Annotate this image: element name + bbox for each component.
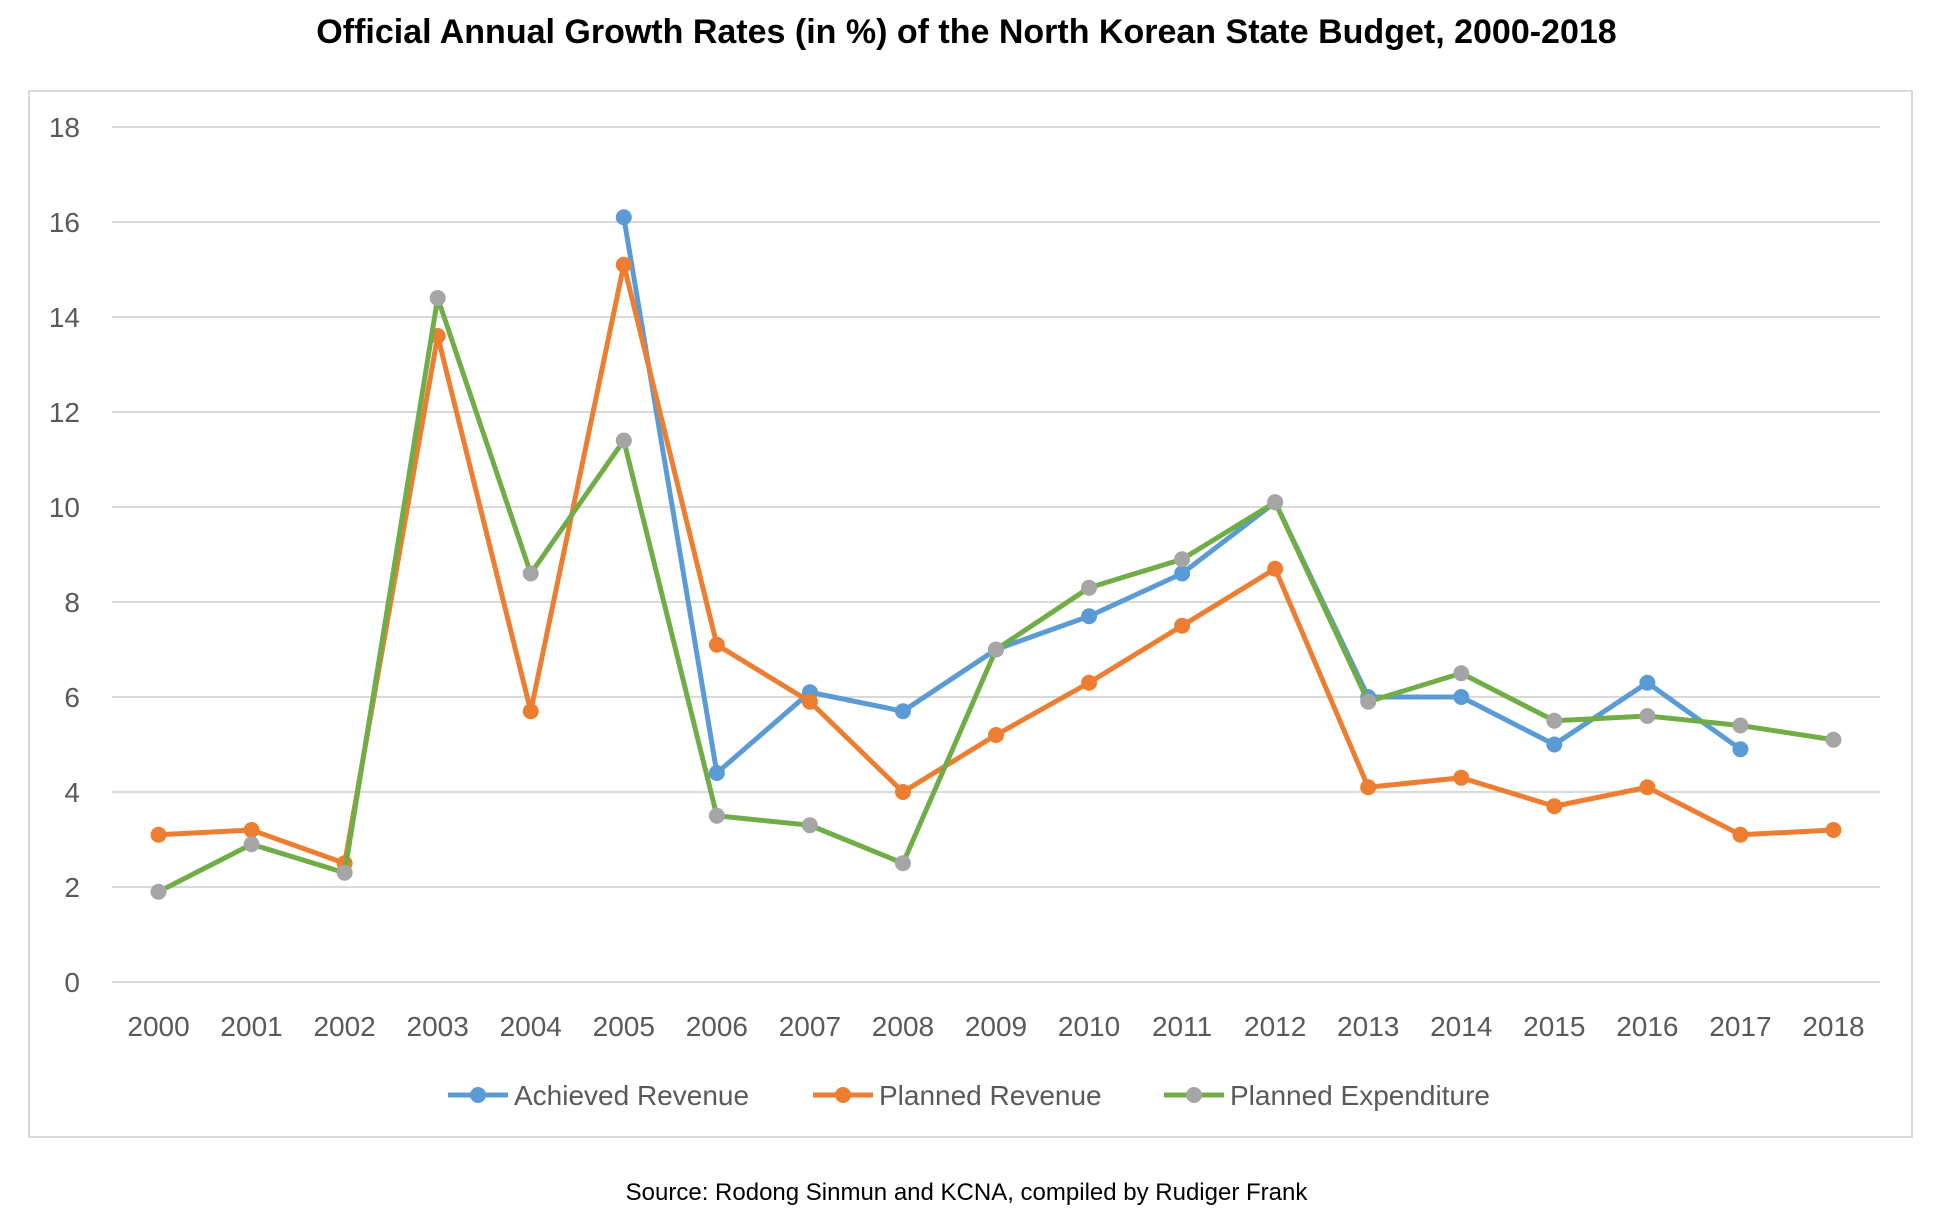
x-tick-label: 2017 bbox=[1709, 1011, 1771, 1042]
x-tick-label: 2002 bbox=[313, 1011, 375, 1042]
x-axis-ticks: 2000 2001 2002 2003 2004 2005 2006 2007 2008 2009… bbox=[127, 1011, 1864, 1042]
data-point bbox=[988, 727, 1004, 743]
data-point bbox=[894, 855, 911, 872]
data-point bbox=[894, 703, 911, 720]
data-point bbox=[1546, 736, 1563, 753]
data-point bbox=[1732, 717, 1749, 734]
legend: Achieved Revenue Planned Revenue Planned E… bbox=[448, 1080, 1490, 1111]
data-point bbox=[1081, 674, 1098, 691]
data-point bbox=[801, 693, 818, 710]
y-tick-label: 6 bbox=[64, 682, 80, 713]
x-tick-label: 2008 bbox=[872, 1011, 934, 1042]
gridlines bbox=[112, 126, 1880, 983]
data-point bbox=[1732, 741, 1749, 758]
data-point bbox=[1546, 798, 1563, 815]
x-tick-label: 2006 bbox=[686, 1011, 748, 1042]
data-point bbox=[1360, 693, 1377, 710]
data-point bbox=[615, 256, 632, 273]
data-point bbox=[1453, 689, 1470, 705]
data-point bbox=[1174, 565, 1191, 582]
x-tick-label: 2014 bbox=[1430, 1011, 1492, 1042]
data-point bbox=[1825, 731, 1842, 748]
legend-swatch-marker bbox=[1186, 1087, 1202, 1103]
legend-swatch-marker bbox=[835, 1087, 851, 1103]
x-tick-label: 2011 bbox=[1152, 1011, 1212, 1042]
chart-frame bbox=[28, 90, 1913, 1138]
x-tick-label: 2015 bbox=[1523, 1011, 1585, 1042]
data-point bbox=[150, 883, 167, 900]
y-tick-label: 18 bbox=[49, 112, 80, 143]
series-2 bbox=[150, 290, 1842, 900]
data-point bbox=[708, 765, 725, 781]
data-point bbox=[894, 784, 911, 800]
y-tick-label: 8 bbox=[64, 587, 80, 618]
chart-title: Official Annual Growth Rates (in %) of t… bbox=[316, 13, 1617, 51]
source-note: Source: Rodong Sinmun and KCNA, compiled… bbox=[625, 1179, 1308, 1206]
data-point bbox=[243, 836, 260, 853]
data-point bbox=[1453, 665, 1470, 682]
data-point bbox=[801, 817, 818, 834]
data-point bbox=[1081, 608, 1098, 625]
x-tick-label: 2007 bbox=[779, 1011, 841, 1042]
data-point bbox=[336, 864, 353, 881]
data-point bbox=[1732, 826, 1749, 843]
x-tick-label: 2018 bbox=[1802, 1011, 1864, 1042]
x-tick-label: 2005 bbox=[593, 1011, 655, 1042]
x-tick-label: 2003 bbox=[407, 1011, 469, 1042]
x-tick-label: 2010 bbox=[1058, 1011, 1120, 1042]
data-point bbox=[615, 209, 632, 226]
data-point bbox=[708, 636, 725, 653]
x-tick-label: 2016 bbox=[1616, 1011, 1678, 1042]
data-point bbox=[1639, 779, 1656, 796]
data-point bbox=[988, 641, 1004, 658]
y-tick-label: 4 bbox=[64, 777, 80, 808]
y-tick-label: 14 bbox=[49, 302, 80, 333]
y-tick-label: 0 bbox=[64, 967, 80, 998]
data-point bbox=[615, 432, 632, 449]
data-point bbox=[1453, 769, 1470, 786]
legend-item: Planned Expenditure bbox=[1164, 1080, 1490, 1111]
data-point bbox=[708, 807, 725, 824]
data-point bbox=[1081, 579, 1098, 596]
legend-swatch-marker bbox=[470, 1087, 486, 1103]
legend-label: Achieved Revenue bbox=[514, 1080, 749, 1111]
legend-item: Achieved Revenue bbox=[448, 1080, 749, 1111]
data-point bbox=[1639, 674, 1656, 691]
data-point bbox=[522, 565, 539, 582]
x-tick-label: 2013 bbox=[1337, 1011, 1399, 1042]
data-point bbox=[1825, 822, 1842, 838]
series-lines bbox=[150, 209, 1842, 900]
data-point bbox=[1267, 560, 1284, 577]
y-axis-ticks: 0 2 4 6 8 10 12 14 16 18 bbox=[49, 112, 80, 998]
series-line bbox=[156, 262, 1836, 866]
x-tick-label: 2004 bbox=[500, 1011, 562, 1042]
data-point bbox=[243, 822, 260, 838]
series-1 bbox=[150, 256, 1842, 872]
y-tick-label: 10 bbox=[49, 492, 80, 523]
y-tick-label: 12 bbox=[49, 397, 80, 428]
data-point bbox=[1174, 551, 1191, 568]
data-point bbox=[522, 703, 539, 720]
x-tick-label: 2001 bbox=[220, 1011, 282, 1042]
series-0 bbox=[615, 209, 1749, 781]
x-tick-label: 2009 bbox=[965, 1011, 1027, 1042]
data-point bbox=[1360, 779, 1377, 796]
legend-label: Planned Expenditure bbox=[1230, 1080, 1490, 1111]
y-tick-label: 16 bbox=[49, 207, 80, 238]
x-tick-label: 2000 bbox=[127, 1011, 189, 1042]
data-point bbox=[1174, 617, 1191, 634]
legend-label: Planned Revenue bbox=[879, 1080, 1102, 1111]
x-tick-label: 2012 bbox=[1244, 1011, 1306, 1042]
data-point bbox=[1267, 494, 1284, 511]
data-point bbox=[150, 826, 167, 843]
data-point bbox=[1639, 708, 1656, 724]
y-tick-label: 2 bbox=[64, 872, 80, 903]
data-point bbox=[1546, 712, 1563, 729]
data-point bbox=[429, 290, 446, 306]
legend-item: Planned Revenue bbox=[813, 1080, 1102, 1111]
